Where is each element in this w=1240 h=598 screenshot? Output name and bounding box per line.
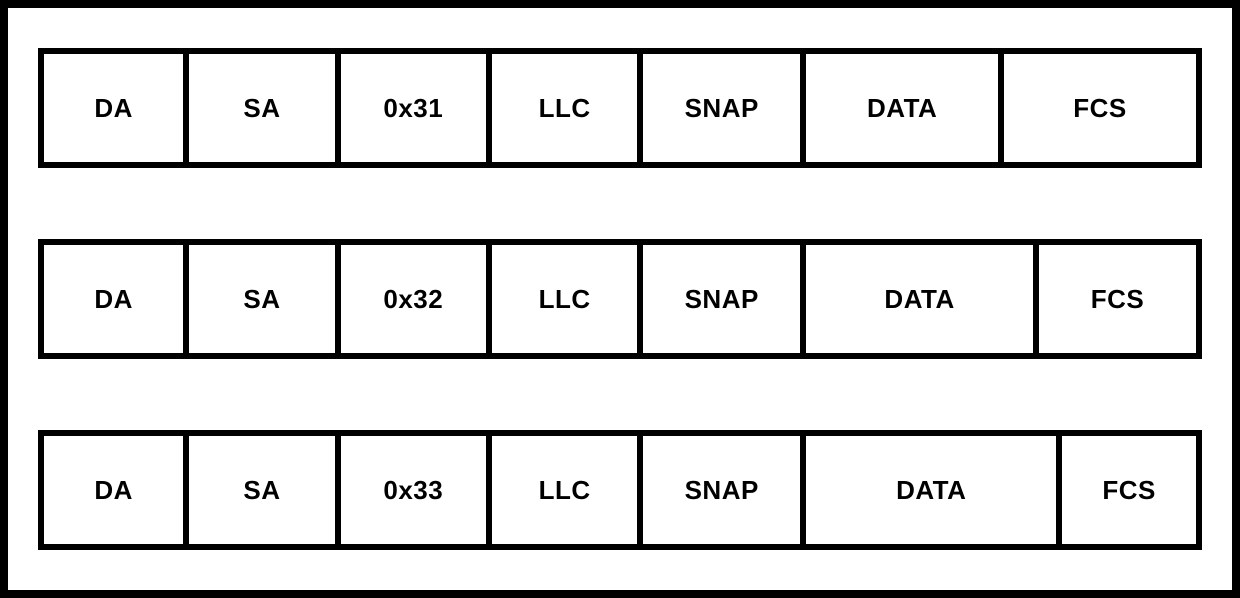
field-da: DA bbox=[38, 430, 189, 550]
frame-row-2: DA SA 0x32 LLC SNAP DATA FCS bbox=[38, 239, 1202, 359]
field-da: DA bbox=[38, 48, 189, 168]
field-fcs: FCS bbox=[1004, 48, 1202, 168]
frame-row-1: DA SA 0x31 LLC SNAP DATA FCS bbox=[38, 48, 1202, 168]
field-data: DATA bbox=[806, 48, 1004, 168]
field-llc: LLC bbox=[492, 48, 643, 168]
field-sa: SA bbox=[189, 239, 340, 359]
field-fcs: FCS bbox=[1039, 239, 1202, 359]
field-data: DATA bbox=[806, 239, 1039, 359]
field-da: DA bbox=[38, 239, 189, 359]
field-llc: LLC bbox=[492, 239, 643, 359]
field-snap: SNAP bbox=[643, 239, 806, 359]
frame-row-3: DA SA 0x33 LLC SNAP DATA FCS bbox=[38, 430, 1202, 550]
field-sa: SA bbox=[189, 430, 340, 550]
field-fcs: FCS bbox=[1062, 430, 1202, 550]
field-snap: SNAP bbox=[643, 430, 806, 550]
field-llc: LLC bbox=[492, 430, 643, 550]
field-data: DATA bbox=[806, 430, 1062, 550]
field-type: 0x32 bbox=[341, 239, 492, 359]
field-type: 0x33 bbox=[341, 430, 492, 550]
frame-diagram: DA SA 0x31 LLC SNAP DATA FCS DA SA 0x32 … bbox=[0, 0, 1240, 598]
field-sa: SA bbox=[189, 48, 340, 168]
field-snap: SNAP bbox=[643, 48, 806, 168]
field-type: 0x31 bbox=[341, 48, 492, 168]
